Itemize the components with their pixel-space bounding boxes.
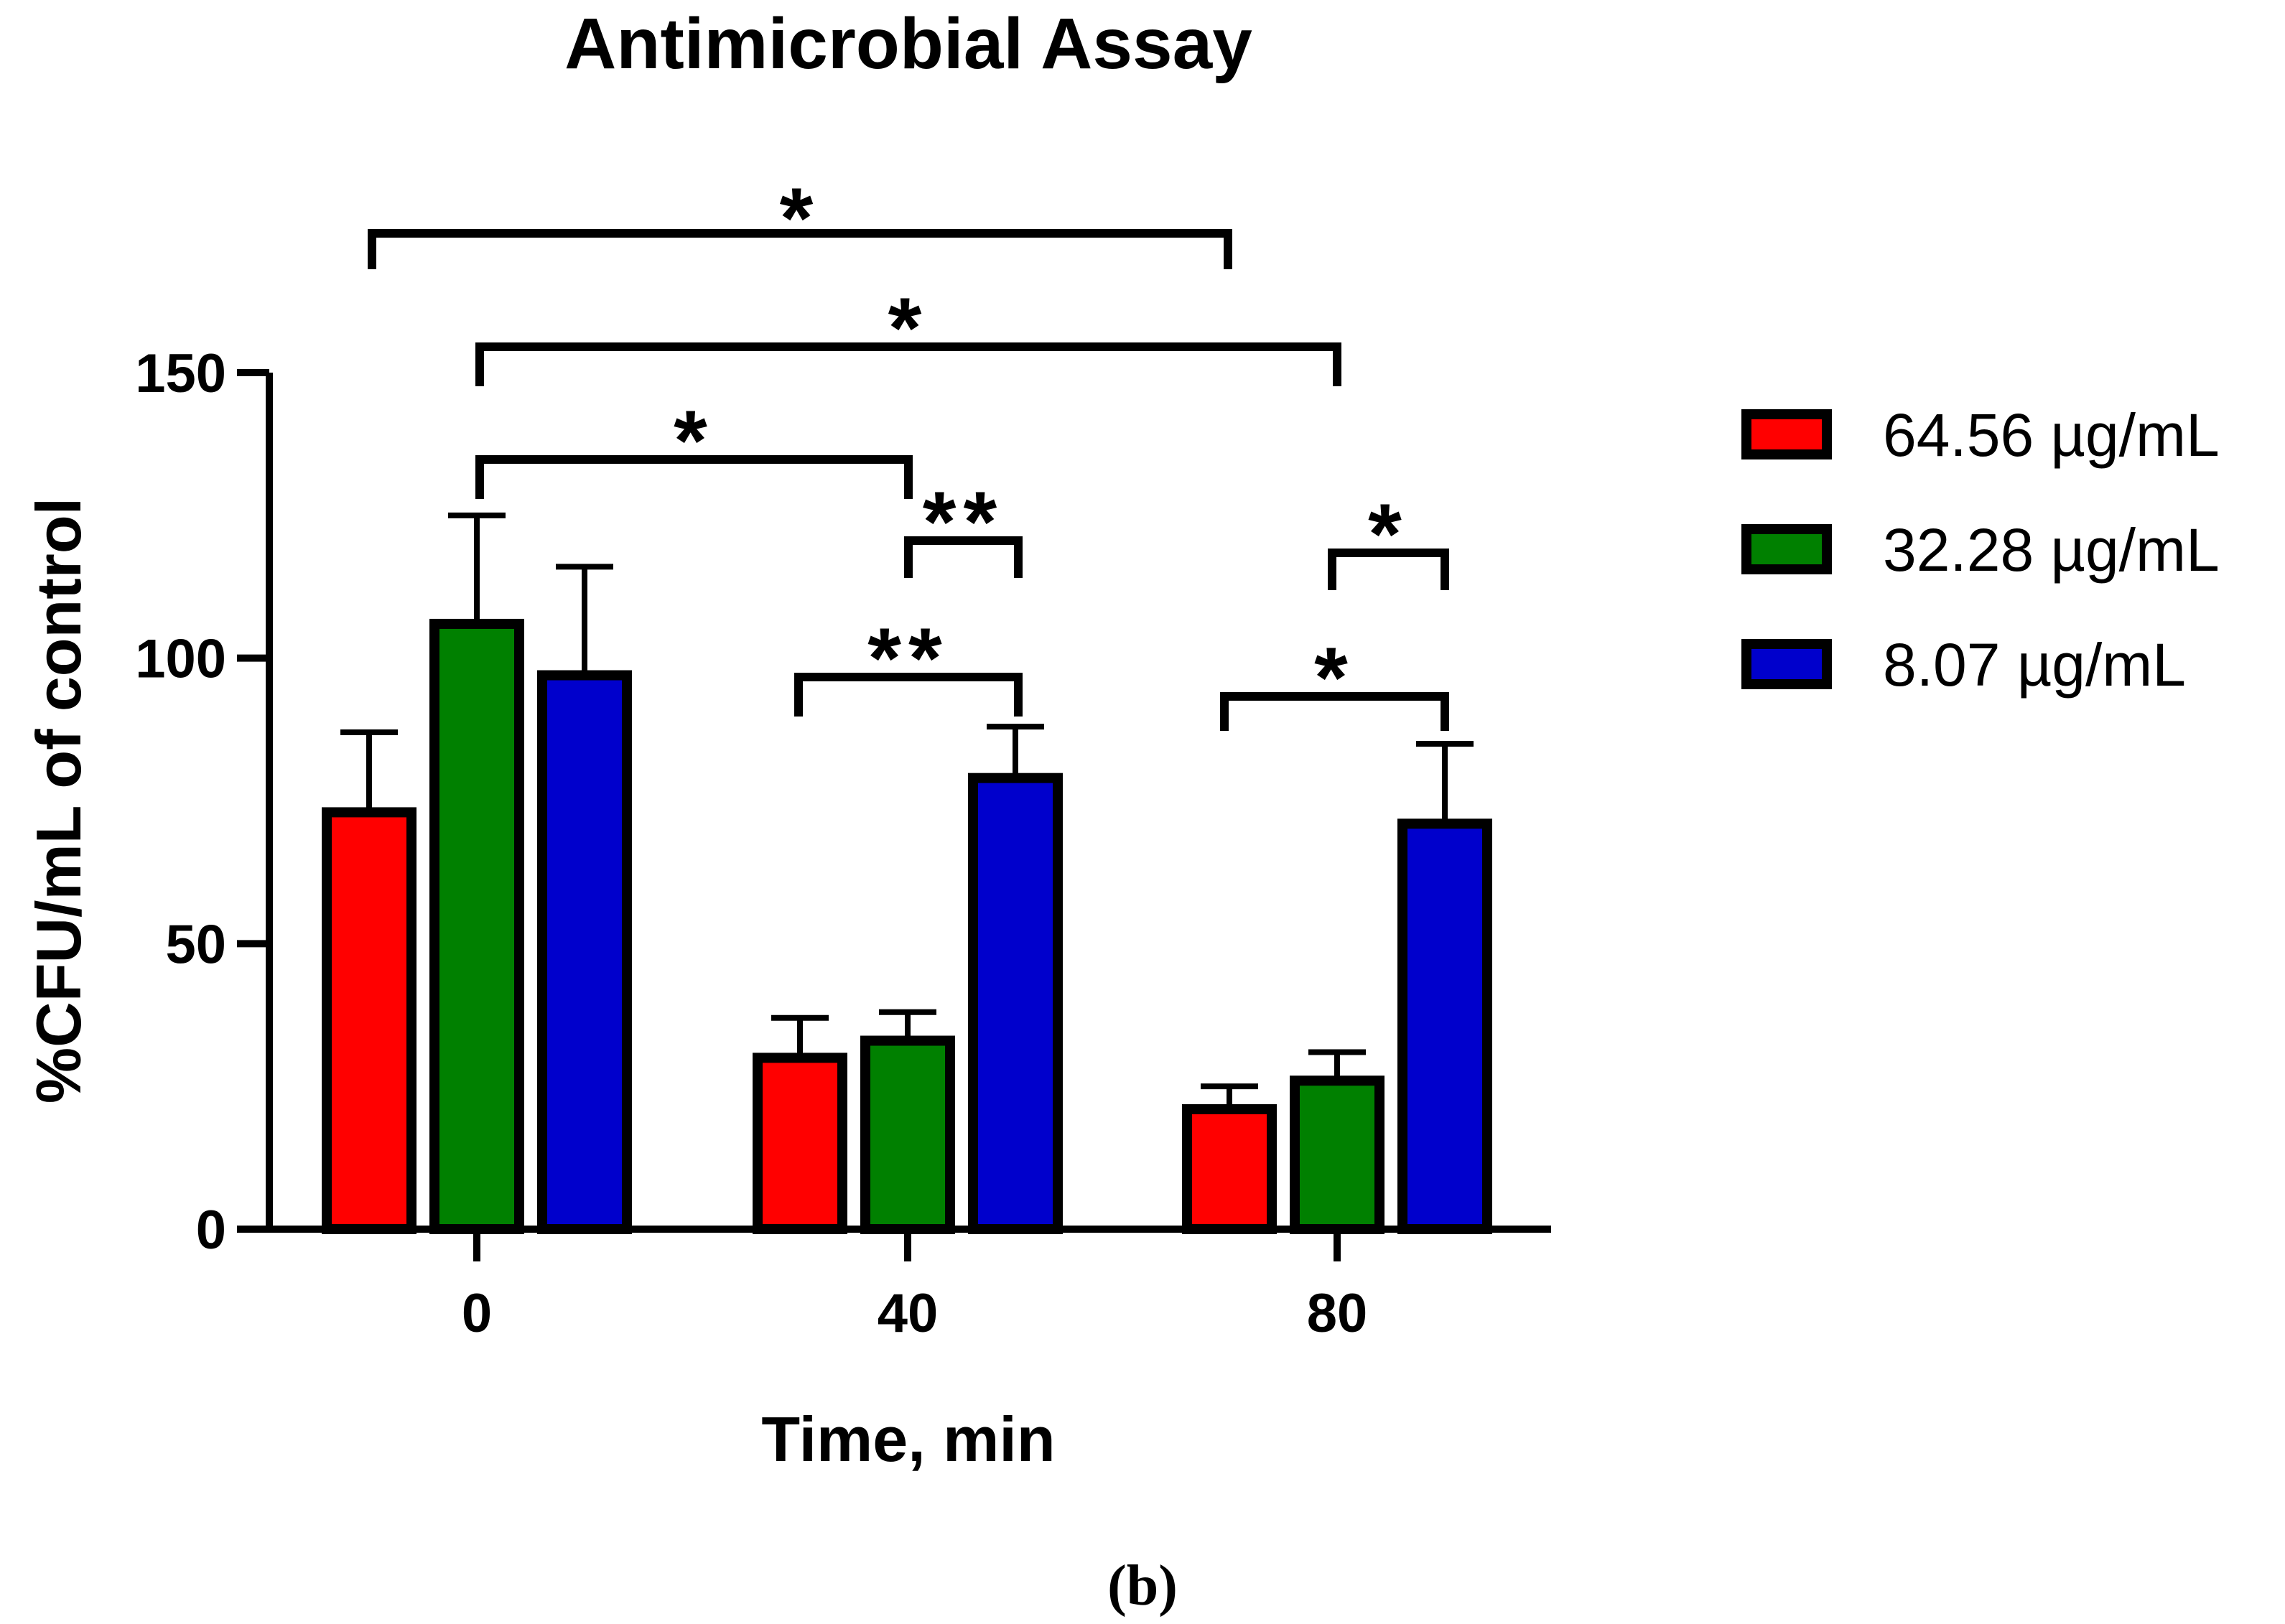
y-tick-label-0: 0 xyxy=(196,1200,226,1261)
y-tick-label-100: 100 xyxy=(135,629,226,690)
error-bars xyxy=(340,512,1474,1109)
significance-bracket-1 xyxy=(368,229,1232,269)
bar-80-series-2 xyxy=(1290,1075,1385,1235)
y-ticks: 0 50 100 150 xyxy=(135,343,269,1261)
bar-80-series-3 xyxy=(1397,818,1492,1234)
significance-bracket-7 xyxy=(1220,692,1449,731)
x-tick-label-80: 80 xyxy=(1307,1283,1368,1344)
panel-label: (b) xyxy=(1107,1554,1178,1618)
bar-0-series-3 xyxy=(537,670,632,1234)
bar-0-series-2 xyxy=(429,618,524,1234)
legend-swatch-1 xyxy=(1741,409,1832,459)
bar-40-series-1 xyxy=(753,1053,847,1235)
significance-bracket-4 xyxy=(904,536,1023,578)
significance-label-1: * xyxy=(780,170,821,266)
y-tick-label-50: 50 xyxy=(165,914,226,975)
legend: 64.56 µg/mL 32.28 µg/mL 8.07 µg/mL xyxy=(1741,401,2220,699)
bar-0-series-1 xyxy=(322,807,416,1234)
chart-title: Antimicrobial Assay xyxy=(564,4,1252,84)
x-tick-label-40: 40 xyxy=(878,1283,939,1344)
significance-label-4: ** xyxy=(923,474,1004,570)
x-tick-label-0: 0 xyxy=(462,1283,492,1344)
significance-brackets: ********* xyxy=(368,170,1449,731)
legend-swatch-2 xyxy=(1741,524,1832,574)
significance-bracket-3 xyxy=(475,455,913,499)
significance-label-6: * xyxy=(1368,486,1409,582)
significance-label-3: * xyxy=(674,393,715,489)
significance-label-2: * xyxy=(888,280,929,376)
significance-bracket-6 xyxy=(1328,549,1449,590)
legend-swatch-3 xyxy=(1741,639,1832,689)
bar-40-series-2 xyxy=(860,1035,955,1235)
legend-label-1: 64.56 µg/mL xyxy=(1883,401,2220,469)
x-ticks: 0 40 80 xyxy=(462,1229,1367,1344)
legend-label-2: 32.28 µg/mL xyxy=(1883,516,2220,584)
significance-bracket-2 xyxy=(475,342,1341,386)
bars xyxy=(322,618,1492,1235)
y-tick-label-150: 150 xyxy=(135,343,226,404)
x-axis-label: Time, min xyxy=(761,1404,1055,1475)
bar-40-series-3 xyxy=(968,773,1063,1234)
y-axis-label: %CFU/mL of control xyxy=(23,498,94,1103)
significance-label-5: ** xyxy=(867,610,949,706)
bar-80-series-1 xyxy=(1182,1103,1277,1234)
significance-bracket-5 xyxy=(794,673,1023,717)
significance-label-7: * xyxy=(1314,630,1355,726)
legend-label-3: 8.07 µg/mL xyxy=(1883,631,2186,699)
